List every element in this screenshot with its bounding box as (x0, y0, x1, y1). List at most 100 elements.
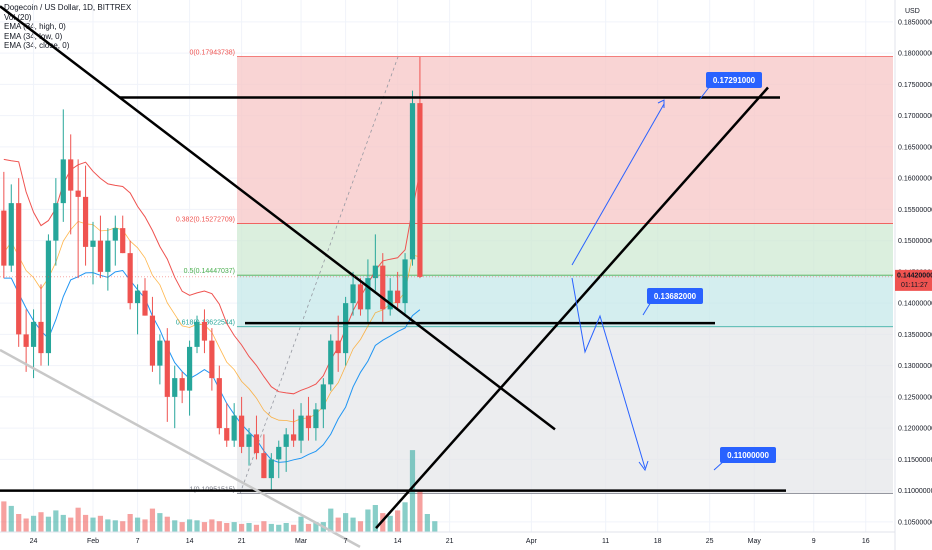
candle-body (82, 196, 89, 247)
volume-bar (224, 523, 230, 532)
candle-body (112, 228, 118, 241)
volume-bar (90, 517, 96, 532)
price-tick-label: 0.16500000 (898, 144, 932, 151)
time-tick-label: May (748, 538, 762, 545)
time-tick-label: Feb (87, 538, 99, 545)
volume-bar (268, 523, 274, 532)
volume-bar (142, 519, 148, 532)
indicator-ema-close[interactable]: EMA (34, close, 0) (4, 41, 70, 51)
symbol-title: Dogecoin / US Dollar, 1D, BITTREX (4, 3, 132, 12)
last-price-badge (895, 269, 932, 291)
price-tick-label: 0.18500000 (898, 19, 932, 26)
volume-bar (179, 522, 185, 532)
candle-body (409, 103, 416, 260)
candle-body (291, 434, 297, 441)
volume-bar (276, 524, 282, 532)
candle-body (16, 203, 22, 335)
volume-bar (1, 501, 7, 532)
price-tick-label: 0.15500000 (898, 207, 932, 214)
candle-body (246, 434, 252, 447)
indicator-ema-high[interactable]: EMA (34, high, 0) (4, 22, 66, 32)
price-callout-label: 0.13682000 (654, 292, 697, 301)
candle-body (60, 159, 66, 204)
candle-body (335, 340, 341, 354)
candle-body (134, 290, 141, 304)
volume-bar (239, 523, 245, 532)
volume-bar (432, 521, 438, 532)
time-tick-label: 16 (862, 538, 870, 545)
time-tick-label: 14 (186, 538, 194, 545)
volume-bar (417, 490, 423, 532)
candle-body (209, 340, 215, 379)
price-callout[interactable] (706, 72, 762, 88)
projection-down-arrow[interactable] (571, 277, 646, 469)
volume-bar (253, 524, 260, 532)
volume-bar (387, 515, 393, 532)
fib-zone-5-618 (237, 275, 893, 327)
volume-bar (82, 514, 89, 532)
projection-up-arrow[interactable] (571, 103, 665, 266)
fib-level-label: 0.382(0.15272709) (176, 217, 235, 224)
price-tick-label: 0.12500000 (898, 394, 932, 401)
candle-body (127, 253, 133, 304)
time-tick-label: 11 (602, 538, 609, 545)
candle-body (350, 284, 356, 304)
price-tick-label: 0.13500000 (898, 332, 932, 339)
candle-body (305, 415, 312, 429)
volume-bar (335, 517, 341, 532)
price-callout[interactable] (720, 447, 776, 463)
volume-bar (246, 523, 252, 532)
candle-body (298, 415, 304, 441)
candle-body (343, 303, 349, 354)
volume-bar (8, 505, 14, 532)
callout-pointer (699, 85, 711, 100)
price-tick-label: 0.16000000 (898, 176, 932, 183)
volume-bar (172, 520, 178, 532)
gray-trendline (0, 348, 361, 548)
candle-body (313, 409, 319, 429)
candle-body (172, 378, 178, 397)
price-tick-label: 0.17500000 (898, 82, 932, 89)
price-tick-label: 0.11000000 (898, 488, 932, 495)
candle-body (30, 321, 37, 347)
arrow-head-icon (657, 99, 665, 108)
time-tick-label: Mar (295, 538, 308, 545)
ascending-trendline[interactable] (375, 86, 769, 529)
candle-body (357, 284, 364, 310)
volume-bar (313, 522, 319, 532)
volume-bar (298, 516, 304, 532)
volume-bar (395, 510, 401, 532)
volume-bar (149, 508, 156, 532)
indicator-volume[interactable]: Vol (20) (4, 12, 32, 22)
candle-body (268, 459, 274, 479)
price-tick-label: 0.14000000 (898, 301, 932, 308)
time-tick-label: 21 (446, 538, 454, 545)
descending-trendline[interactable] (0, 5, 556, 431)
time-tick-label: Apr (526, 538, 538, 545)
price-tick-label: 0.18000000 (898, 51, 932, 58)
volume-bar (209, 519, 215, 532)
candle-body (186, 346, 193, 391)
last-price-label: 0.14420000 (897, 272, 932, 279)
volume-bar (365, 509, 371, 532)
candle-body (1, 210, 7, 266)
volume-bar (68, 517, 74, 532)
candle-body (149, 315, 156, 366)
candle-body (320, 384, 326, 410)
volume-bar (23, 518, 29, 532)
price-callout[interactable] (647, 288, 703, 304)
volume-bar (60, 514, 66, 532)
candle-body (179, 378, 185, 391)
candle-body (120, 228, 126, 254)
volume-bar (372, 505, 378, 532)
candle-body (105, 240, 111, 272)
time-tick-label: 14 (394, 538, 402, 545)
volume-bar (75, 507, 81, 532)
volume-bar (164, 516, 170, 532)
candle-body (224, 428, 230, 441)
volume-bar (53, 510, 59, 532)
volume-bar (186, 519, 193, 532)
price-tick-label: 0.10500000 (898, 519, 932, 526)
